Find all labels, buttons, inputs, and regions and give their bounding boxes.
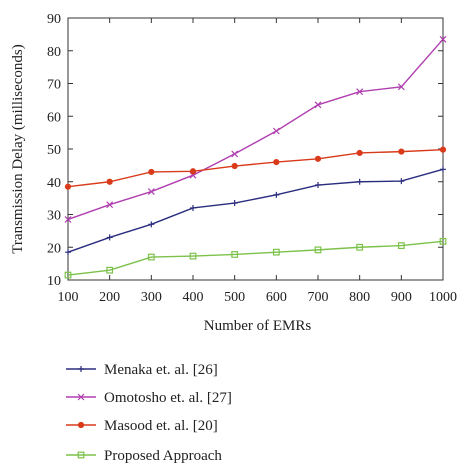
data-point [315,182,321,189]
series-lines [64,35,447,279]
data-point [231,162,238,170]
data-point [148,221,155,228]
series-line [67,240,444,276]
legend-marker [77,393,85,401]
x-tick-label: 500 [224,290,245,305]
x-tick-label: 900 [391,290,412,305]
data-point [272,248,280,256]
x-tick-label: 600 [266,290,287,305]
data-point [439,146,447,153]
legend-label: Proposed Approach [104,448,222,464]
data-point [398,148,405,155]
data-point [106,234,113,241]
y-tick-label: 30 [47,209,61,224]
data-point [439,35,447,43]
y-tick-label: 40 [47,176,61,191]
data-point [231,150,239,158]
legend-marker [77,421,85,429]
x-tick-label: 100 [58,290,79,305]
data-point [147,188,155,195]
legend-label: Omotosho et. al. [27] [104,390,232,406]
data-point [314,246,322,254]
plot-frame [67,17,444,281]
data-point [231,200,238,207]
x-axis-label: Number of EMRs [204,318,312,334]
legend: Menaka et. al. [26] Omotosho et. al. [27]… [66,362,232,464]
data-point [189,252,197,260]
data-point [314,101,322,109]
y-tick-label: 20 [47,241,61,256]
data-point [64,215,72,223]
legend-marker [78,366,84,372]
data-point [440,166,446,173]
series-line [67,168,444,253]
y-tick-label: 90 [47,12,61,27]
data-point [231,251,239,258]
data-point [106,178,113,185]
series-1 [65,166,446,256]
y-axis-label: Transmission Delay (milliseconds) [10,44,26,253]
data-point [148,168,155,176]
legend-item: Menaka et. al. [26] [66,362,218,378]
x-tick-label: 200 [99,290,120,305]
data-point [356,178,363,185]
x-tick-label: 300 [141,290,162,305]
series-2 [64,35,447,223]
data-point [398,178,405,185]
tick-labels: 10 20 30 40 50 60 70 80 90 100 200 300 400 500 600 700 8… [47,12,457,305]
data-point [65,249,71,256]
legend-item: Masood et. al. [20] [66,418,218,434]
y-tick-label: 60 [47,110,61,125]
legend-label: Menaka et. al. [26] [104,362,218,378]
y-tick-label: 70 [47,78,61,93]
x-tick-label: 1000 [429,290,457,305]
legend-marker [77,451,85,459]
y-tick-label: 10 [47,274,61,289]
x-tick-label: 700 [308,290,329,305]
data-point [314,155,322,162]
y-tick-label: 50 [47,143,61,158]
data-point [106,266,114,274]
data-point [64,183,72,190]
legend-item: Proposed Approach [66,448,222,464]
data-point [272,127,280,135]
data-point [356,149,363,157]
legend-item: Omotosho et. al. [27] [66,390,232,406]
data-point [190,204,196,211]
data-point [147,253,155,261]
data-point [397,83,405,91]
data-point [189,168,197,175]
data-point [106,201,114,209]
data-point [356,243,364,251]
x-tick-label: 400 [183,290,204,305]
axis-ticks [67,17,444,281]
data-point [273,191,280,198]
data-point [439,237,447,245]
data-point [64,271,72,279]
series-4 [64,237,447,279]
series-line [67,148,444,188]
series-line [67,38,444,221]
y-tick-label: 80 [47,45,61,60]
series-3 [64,146,447,190]
legend-label: Masood et. al. [20] [104,418,218,434]
data-point [356,88,364,96]
data-point [273,159,280,166]
x-tick-label: 800 [349,290,370,305]
data-point [397,242,405,250]
